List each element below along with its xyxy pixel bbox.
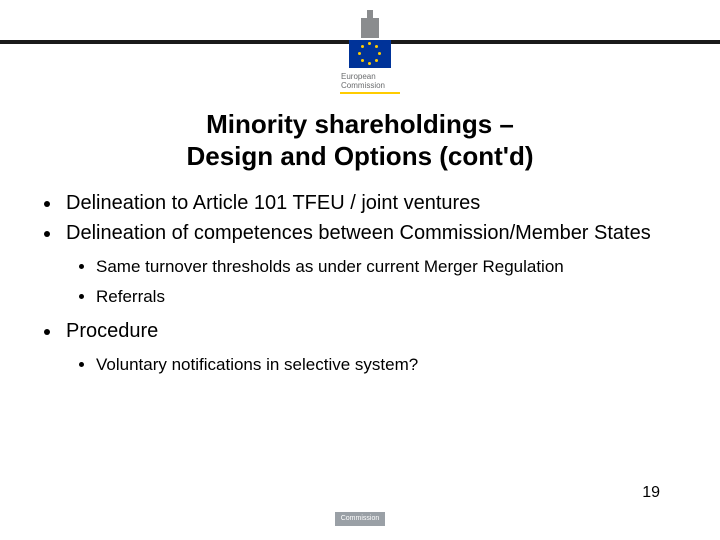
ec-logo: European Commission xyxy=(335,10,405,94)
sub-bullet-list: Same turnover thresholds as under curren… xyxy=(66,256,680,308)
title-line2: Design and Options (cont'd) xyxy=(186,141,533,171)
title-line1: Minority shareholdings – xyxy=(206,109,514,139)
logo-underline xyxy=(340,92,400,94)
slide-title: Minority shareholdings – Design and Opti… xyxy=(0,108,720,172)
bullet-text: Delineation to Article 101 TFEU / joint … xyxy=(66,192,480,214)
eu-stars-icon xyxy=(358,42,382,66)
list-item: Voluntary notifications in selective sys… xyxy=(96,354,680,376)
eu-flag-icon xyxy=(349,40,391,68)
sub-bullet-list: Voluntary notifications in selective sys… xyxy=(66,354,680,376)
list-item: Referrals xyxy=(96,286,680,308)
sub-bullet-text: Same turnover thresholds as under curren… xyxy=(96,257,564,276)
list-item: Delineation of competences between Commi… xyxy=(62,220,680,308)
footer-logo: Commission xyxy=(335,512,385,526)
bullet-text: Delineation of competences between Commi… xyxy=(66,222,651,244)
sub-bullet-text: Voluntary notifications in selective sys… xyxy=(96,355,418,374)
list-item: Procedure Voluntary notifications in sel… xyxy=(62,318,680,376)
bullet-text: Procedure xyxy=(66,320,158,342)
page-number: 19 xyxy=(642,484,660,502)
bullet-list: Delineation to Article 101 TFEU / joint … xyxy=(40,190,680,376)
sub-bullet-text: Referrals xyxy=(96,287,165,306)
list-item: Same turnover thresholds as under curren… xyxy=(96,256,680,278)
slide-body: Delineation to Article 101 TFEU / joint … xyxy=(40,190,680,386)
list-item: Delineation to Article 101 TFEU / joint … xyxy=(62,190,680,216)
logo-building-icon xyxy=(367,10,373,38)
logo-label: European Commission xyxy=(341,72,405,90)
